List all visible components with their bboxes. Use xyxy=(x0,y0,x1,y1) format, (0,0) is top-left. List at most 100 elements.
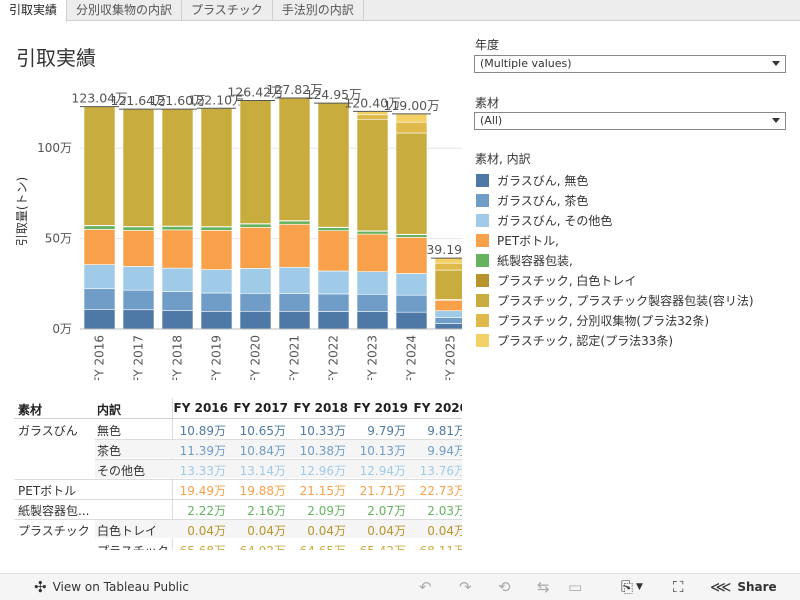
bar-segment xyxy=(395,273,428,296)
table-breakdown-label: 白色トレイ xyxy=(97,524,158,538)
table-cell: 64.92万 xyxy=(228,542,286,550)
bar-segment xyxy=(161,229,194,269)
x-tick-label: FY 2023 xyxy=(366,335,380,380)
bar-segment xyxy=(278,97,311,221)
legend-item[interactable]: PETボトル, xyxy=(476,230,754,250)
undo-button[interactable]: ↶ xyxy=(419,578,432,596)
bar-segment xyxy=(161,310,194,330)
legend-item[interactable]: プラスチック, 分別収集物(プラ法32条) xyxy=(476,310,754,330)
tab-1[interactable]: 引取実績 xyxy=(0,0,68,22)
fullscreen-button[interactable]: ⛶ xyxy=(673,580,684,595)
table-cell: 2.09万 xyxy=(307,504,346,518)
legend-item[interactable]: ガラスびん, 茶色 xyxy=(476,190,754,210)
share-button[interactable]: ⋘ Share xyxy=(710,580,777,595)
bar-segment xyxy=(122,309,155,330)
bar-segment xyxy=(83,309,116,330)
refresh-button[interactable]: ⇆ xyxy=(537,578,550,596)
bar-segment xyxy=(434,317,462,324)
table-cell: 22.73万 xyxy=(419,484,462,498)
tab-2[interactable]: 分別収集物の内訳 xyxy=(67,0,183,21)
redo-button[interactable]: ↷ xyxy=(459,580,472,595)
legend-label: PETボトル, xyxy=(497,233,559,248)
footer-toolbar: ✣ View on Tableau Public ↶ ↷ ⟲ ⇆ ▭ ⎘ ▼ ⛶ … xyxy=(0,573,800,600)
table-breakdown-label: その他色 xyxy=(97,464,146,478)
bar-segment xyxy=(239,100,272,224)
table-header-year: FY 2017 xyxy=(233,401,288,415)
bar-total-label: 126.42万 xyxy=(227,84,283,99)
table-cell: 65.68万 xyxy=(168,542,226,550)
tab-4[interactable]: 手法別の内訳 xyxy=(273,0,364,21)
table-breakdown-label: 茶色 xyxy=(97,444,122,458)
table-material-label: ガラスびん xyxy=(18,424,78,438)
table-group-divider xyxy=(14,499,462,500)
bar-segment xyxy=(395,113,428,123)
legend-label: ガラスびん, 無色 xyxy=(497,173,589,188)
bar-segment xyxy=(122,289,155,311)
legend-item[interactable]: 紙製容器包装, xyxy=(476,250,754,270)
table-cell: 13.76万 xyxy=(419,464,462,478)
table-cell: 10.89万 xyxy=(179,424,226,438)
undo-icon: ↶ xyxy=(419,578,432,596)
table-breakdown-label: 無色 xyxy=(97,424,122,438)
bar-segment xyxy=(83,264,116,290)
table-cell: 13.14万 xyxy=(239,464,286,478)
bar-segment xyxy=(434,310,462,318)
bar-segment xyxy=(434,323,462,330)
view-on-tableau-link[interactable]: ✣ View on Tableau Public xyxy=(34,578,189,596)
bar-segment xyxy=(278,223,311,268)
legend-item[interactable]: プラスチック, 白色トレイ xyxy=(476,270,754,290)
legend-item[interactable]: プラスチック, 認定(プラ法33条) xyxy=(476,330,754,350)
bar-segment xyxy=(434,262,462,271)
chevron-down-icon xyxy=(772,118,780,123)
year-filter-label: 年度 xyxy=(475,38,500,52)
table-cell: 9.81万 xyxy=(427,424,462,438)
table-group-divider xyxy=(14,519,462,520)
table-cell: 10.38万 xyxy=(299,444,346,458)
refresh-icon: ⇆ xyxy=(537,578,550,596)
table-cell: 2.22万 xyxy=(187,504,226,518)
page-title: 引取実績 xyxy=(16,46,96,70)
legend-label: ガラスびん, 茶色 xyxy=(497,193,589,208)
table-cell: 9.79万 xyxy=(367,424,406,438)
table-cell: 0.04万 xyxy=(427,524,462,538)
material-filter-select[interactable]: (All) xyxy=(474,112,786,130)
bar-total-label: 127.82万 xyxy=(266,82,322,97)
chevron-down-icon xyxy=(772,61,780,66)
bar-segment xyxy=(317,270,350,295)
bar-segment xyxy=(200,107,233,227)
bar-segment xyxy=(317,102,350,228)
table-material-label: PETボトル xyxy=(18,484,77,498)
tableau-logo-icon: ✣ xyxy=(34,578,47,596)
bar-segment xyxy=(356,114,389,120)
legend-item[interactable]: プラスチック, プラスチック製容器包装(容リ法) xyxy=(476,290,754,310)
table-header-year: FY 2019 xyxy=(353,401,408,415)
table-row-divider xyxy=(95,459,462,460)
bar-segment xyxy=(356,271,389,295)
bar-total-label: 39.19万 xyxy=(426,242,462,257)
data-table: 素材 内訳 FY 2016 FY 2017 FY 2018 FY 2019 FY 2020 ガ… xyxy=(0,398,462,550)
revert-button[interactable]: ⟲ xyxy=(498,580,511,595)
legend-swatch xyxy=(476,233,489,247)
download-button[interactable]: ⎘ ▼ xyxy=(621,578,643,596)
bar-segment xyxy=(239,310,272,330)
table-cell: 10.65万 xyxy=(239,424,286,438)
download-icon: ⎘ xyxy=(621,578,634,596)
pause-button[interactable]: ▭ xyxy=(568,578,583,596)
legend-item[interactable]: ガラスびん, その他色 xyxy=(476,210,754,230)
table-header-material: 素材 xyxy=(18,403,43,417)
share-label: Share xyxy=(737,580,777,594)
pause-icon: ▭ xyxy=(568,578,583,596)
bar-segment xyxy=(239,268,272,294)
bar-total-label: 122.10万 xyxy=(188,92,244,107)
material-filter-value: (All) xyxy=(480,114,503,127)
tab-3[interactable]: プラスチック xyxy=(182,0,273,21)
x-tick-label: FY 2021 xyxy=(288,335,302,380)
bar-segment xyxy=(395,237,428,274)
x-tick-label: FY 2022 xyxy=(327,335,341,380)
table-row-stripe xyxy=(95,460,462,478)
bar-segment xyxy=(356,311,389,330)
year-filter-select[interactable]: (Multiple values) xyxy=(474,55,786,73)
x-tick-label: FY 2024 xyxy=(405,335,419,380)
bar-segment xyxy=(83,106,116,226)
legend-item[interactable]: ガラスびん, 無色 xyxy=(476,170,754,190)
